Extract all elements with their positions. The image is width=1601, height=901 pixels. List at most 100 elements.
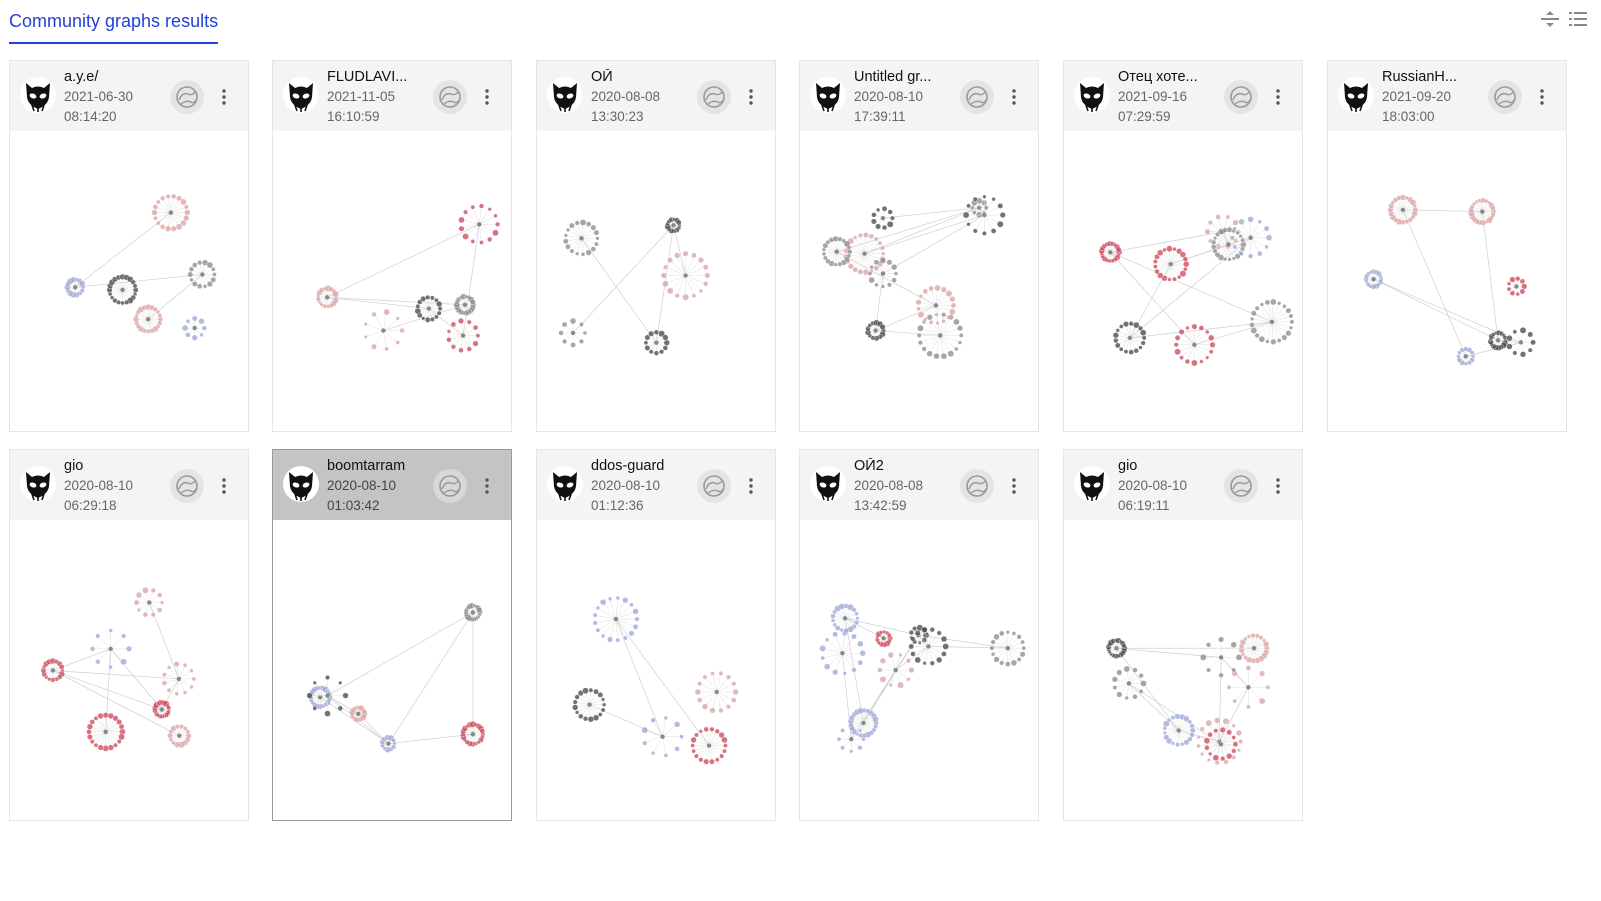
graph-node [1276,338,1282,343]
graph-node [472,324,479,331]
card-title[interactable]: RussianH... [1382,69,1457,85]
graph-preview[interactable] [800,131,1038,431]
more-options-button[interactable] [743,85,759,109]
graph-node [1020,639,1025,645]
community-detect-button[interactable] [170,80,204,114]
card-time: 17:39:11 [854,109,906,124]
graph-node [592,620,598,626]
community-detect-button[interactable] [697,80,731,114]
list-view-icon[interactable] [1567,8,1589,30]
graph-edge [388,733,473,744]
graph-node [1182,256,1188,262]
graph-node [1210,244,1217,250]
graph-card[interactable]: gio 2020-08-10 06:29:18 [9,449,249,821]
graph-preview[interactable] [800,520,1038,820]
card-title[interactable]: a.y.e/ [64,69,99,85]
graph-node [1254,305,1260,311]
graph-node [211,267,216,272]
graph-edge [1252,318,1272,323]
card-title[interactable]: gio [1118,458,1138,474]
graph-edge [589,704,604,711]
graph-preview[interactable] [1328,131,1566,431]
graph-edge [700,731,710,746]
graph-preview[interactable] [537,520,775,820]
card-title[interactable]: Untitled gr... [854,69,932,85]
graph-node [1191,323,1198,330]
graph-preview[interactable] [273,131,511,431]
graph-card[interactable]: RussianH... 2021-09-20 18:03:00 [1327,60,1567,432]
card-title[interactable]: ОЙ2 [854,458,884,474]
graph-hub-node [120,287,125,293]
graph-edge [589,699,604,705]
community-detect-button[interactable] [1488,80,1522,114]
graph-edge [699,691,717,701]
graph-node [574,220,580,226]
graph-hub-node [714,689,719,695]
graph-card[interactable]: FLUDLAVI... 2021-11-05 16:10:59 [272,60,512,432]
graph-hub-node [1251,645,1257,651]
graph-card[interactable]: ddos-guard 2020-08-10 01:12:36 [536,449,776,821]
graph-card[interactable]: Отец хоте... 2021-09-16 07:29:59 [1063,60,1303,432]
graph-preview[interactable] [1064,520,1302,820]
graph-node [830,613,836,619]
community-detect-button[interactable] [170,469,204,503]
graph-card[interactable]: boomtarram 2020-08-10 01:03:42 [272,449,512,821]
split-view-icon[interactable] [1539,8,1561,30]
community-detect-button[interactable] [1224,80,1258,114]
graph-node [1467,360,1472,366]
graph-hub-node [1005,645,1011,651]
community-detect-button[interactable] [960,469,994,503]
graph-node [1506,286,1512,292]
more-options-button[interactable] [1270,85,1286,109]
graph-preview[interactable] [537,131,775,431]
graph-node [185,319,191,324]
card-title[interactable]: boomtarram [327,458,406,474]
graph-edge [1198,741,1220,747]
card-title[interactable]: ddos-guard [591,458,665,474]
more-options-button[interactable] [216,85,232,109]
more-options-button[interactable] [743,474,759,498]
graph-node [1231,256,1236,261]
more-options-button[interactable] [1006,474,1022,498]
more-options-button[interactable] [1006,85,1022,109]
graph-card[interactable]: Untitled gr... 2020-08-10 17:39:11 [799,60,1039,432]
community-detect-button[interactable] [1224,469,1258,503]
tab-community-graphs-results[interactable]: Community graphs results [9,11,219,44]
community-detect-button[interactable] [433,80,467,114]
card-title[interactable]: Отец хоте... [1118,69,1198,85]
graph-edge [1007,641,1023,649]
graph-edge [178,678,192,688]
community-detect-button[interactable] [433,469,467,503]
graph-preview[interactable] [10,131,248,431]
more-options-button[interactable] [479,85,495,109]
graph-hub-node [1269,319,1275,325]
graph-card[interactable]: ОЙ 2020-08-08 13:30:23 [536,60,776,432]
card-title[interactable]: FLUDLAVI... [327,69,408,85]
graph-edge [615,619,619,641]
graph-node [893,271,899,276]
graph-edge [699,683,717,693]
graph-preview[interactable] [273,520,511,820]
graph-edge [1261,321,1273,340]
community-detect-button[interactable] [697,469,731,503]
card-title[interactable]: ОЙ [591,69,613,85]
graph-edge [74,212,172,288]
graph-edge [572,225,674,334]
graph-card[interactable]: gio 2020-08-10 06:19:11 [1063,449,1303,821]
more-options-button[interactable] [216,474,232,498]
graph-preview[interactable] [1064,131,1302,431]
graph-node [1208,349,1214,355]
graph-edge [92,731,106,742]
graph-card[interactable]: a.y.e/2021-06-30 08:14:20 [9,60,249,432]
card-title[interactable]: gio [64,458,84,474]
graph-edge [693,745,710,752]
graph-node [1189,732,1195,738]
more-options-button[interactable] [479,474,495,498]
graph-node [877,240,883,246]
more-options-button[interactable] [1270,474,1286,498]
community-detect-button[interactable] [960,80,994,114]
graph-preview[interactable] [10,520,248,820]
graph-edge [1271,310,1289,323]
graph-card[interactable]: ОЙ2 2020-08-08 13:42:59 [799,449,1039,821]
more-options-button[interactable] [1534,85,1550,109]
